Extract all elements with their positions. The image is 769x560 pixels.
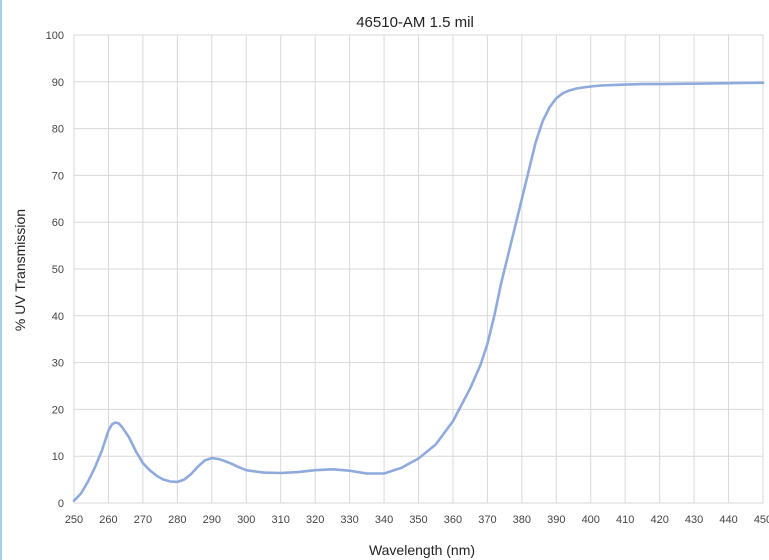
y-tick-label: 0 (58, 498, 64, 510)
x-tick-label: 370 (478, 514, 496, 526)
y-tick-label: 30 (52, 358, 64, 370)
x-tick-label: 350 (409, 514, 427, 526)
x-tick-label: 260 (99, 514, 117, 526)
x-tick-label: 310 (272, 514, 290, 526)
x-tick-label: 380 (513, 514, 531, 526)
y-tick-label: 100 (46, 30, 64, 42)
y-tick-label: 60 (52, 217, 64, 229)
y-tick-label: 20 (52, 404, 64, 416)
x-tick-label: 360 (444, 514, 462, 526)
transmission-series-line (72, 81, 765, 502)
horizontal-gridlines (74, 34, 763, 504)
x-tick-label: 410 (616, 514, 634, 526)
y-tick-label: 10 (52, 451, 64, 463)
x-tick-label: 270 (134, 514, 152, 526)
x-tick-label: 340 (375, 514, 393, 526)
x-tick-label: 300 (237, 514, 255, 526)
x-tick-label: 420 (650, 514, 668, 526)
x-tick-label: 430 (685, 514, 703, 526)
y-tick-label: 40 (52, 311, 64, 323)
y-tick-label: 50 (52, 264, 64, 276)
y-tick-labels: 0 10 20 30 40 50 60 70 80 90 100 (46, 30, 64, 510)
x-tick-label: 280 (168, 514, 186, 526)
x-tick-label: 390 (547, 514, 565, 526)
x-tick-label: 290 (203, 514, 221, 526)
x-tick-label: 400 (582, 514, 600, 526)
x-tick-label: 450 (754, 514, 769, 526)
y-tick-label: 70 (52, 170, 64, 182)
chart-title: 46510-AM 1.5 mil (356, 14, 474, 31)
x-tick-label: 320 (306, 514, 324, 526)
x-axis-label: Wavelength (nm) (369, 542, 475, 558)
x-tick-label: 440 (719, 514, 737, 526)
x-tick-label: 250 (65, 514, 83, 526)
x-tick-label: 330 (340, 514, 358, 526)
y-axis-label: % UV Transmission (12, 209, 28, 331)
y-tick-label: 80 (52, 124, 64, 136)
y-tick-label: 90 (52, 77, 64, 89)
x-tick-labels: 250 260 270 280 290 300 310 320 330 340 350 360 370 3… (65, 514, 769, 526)
